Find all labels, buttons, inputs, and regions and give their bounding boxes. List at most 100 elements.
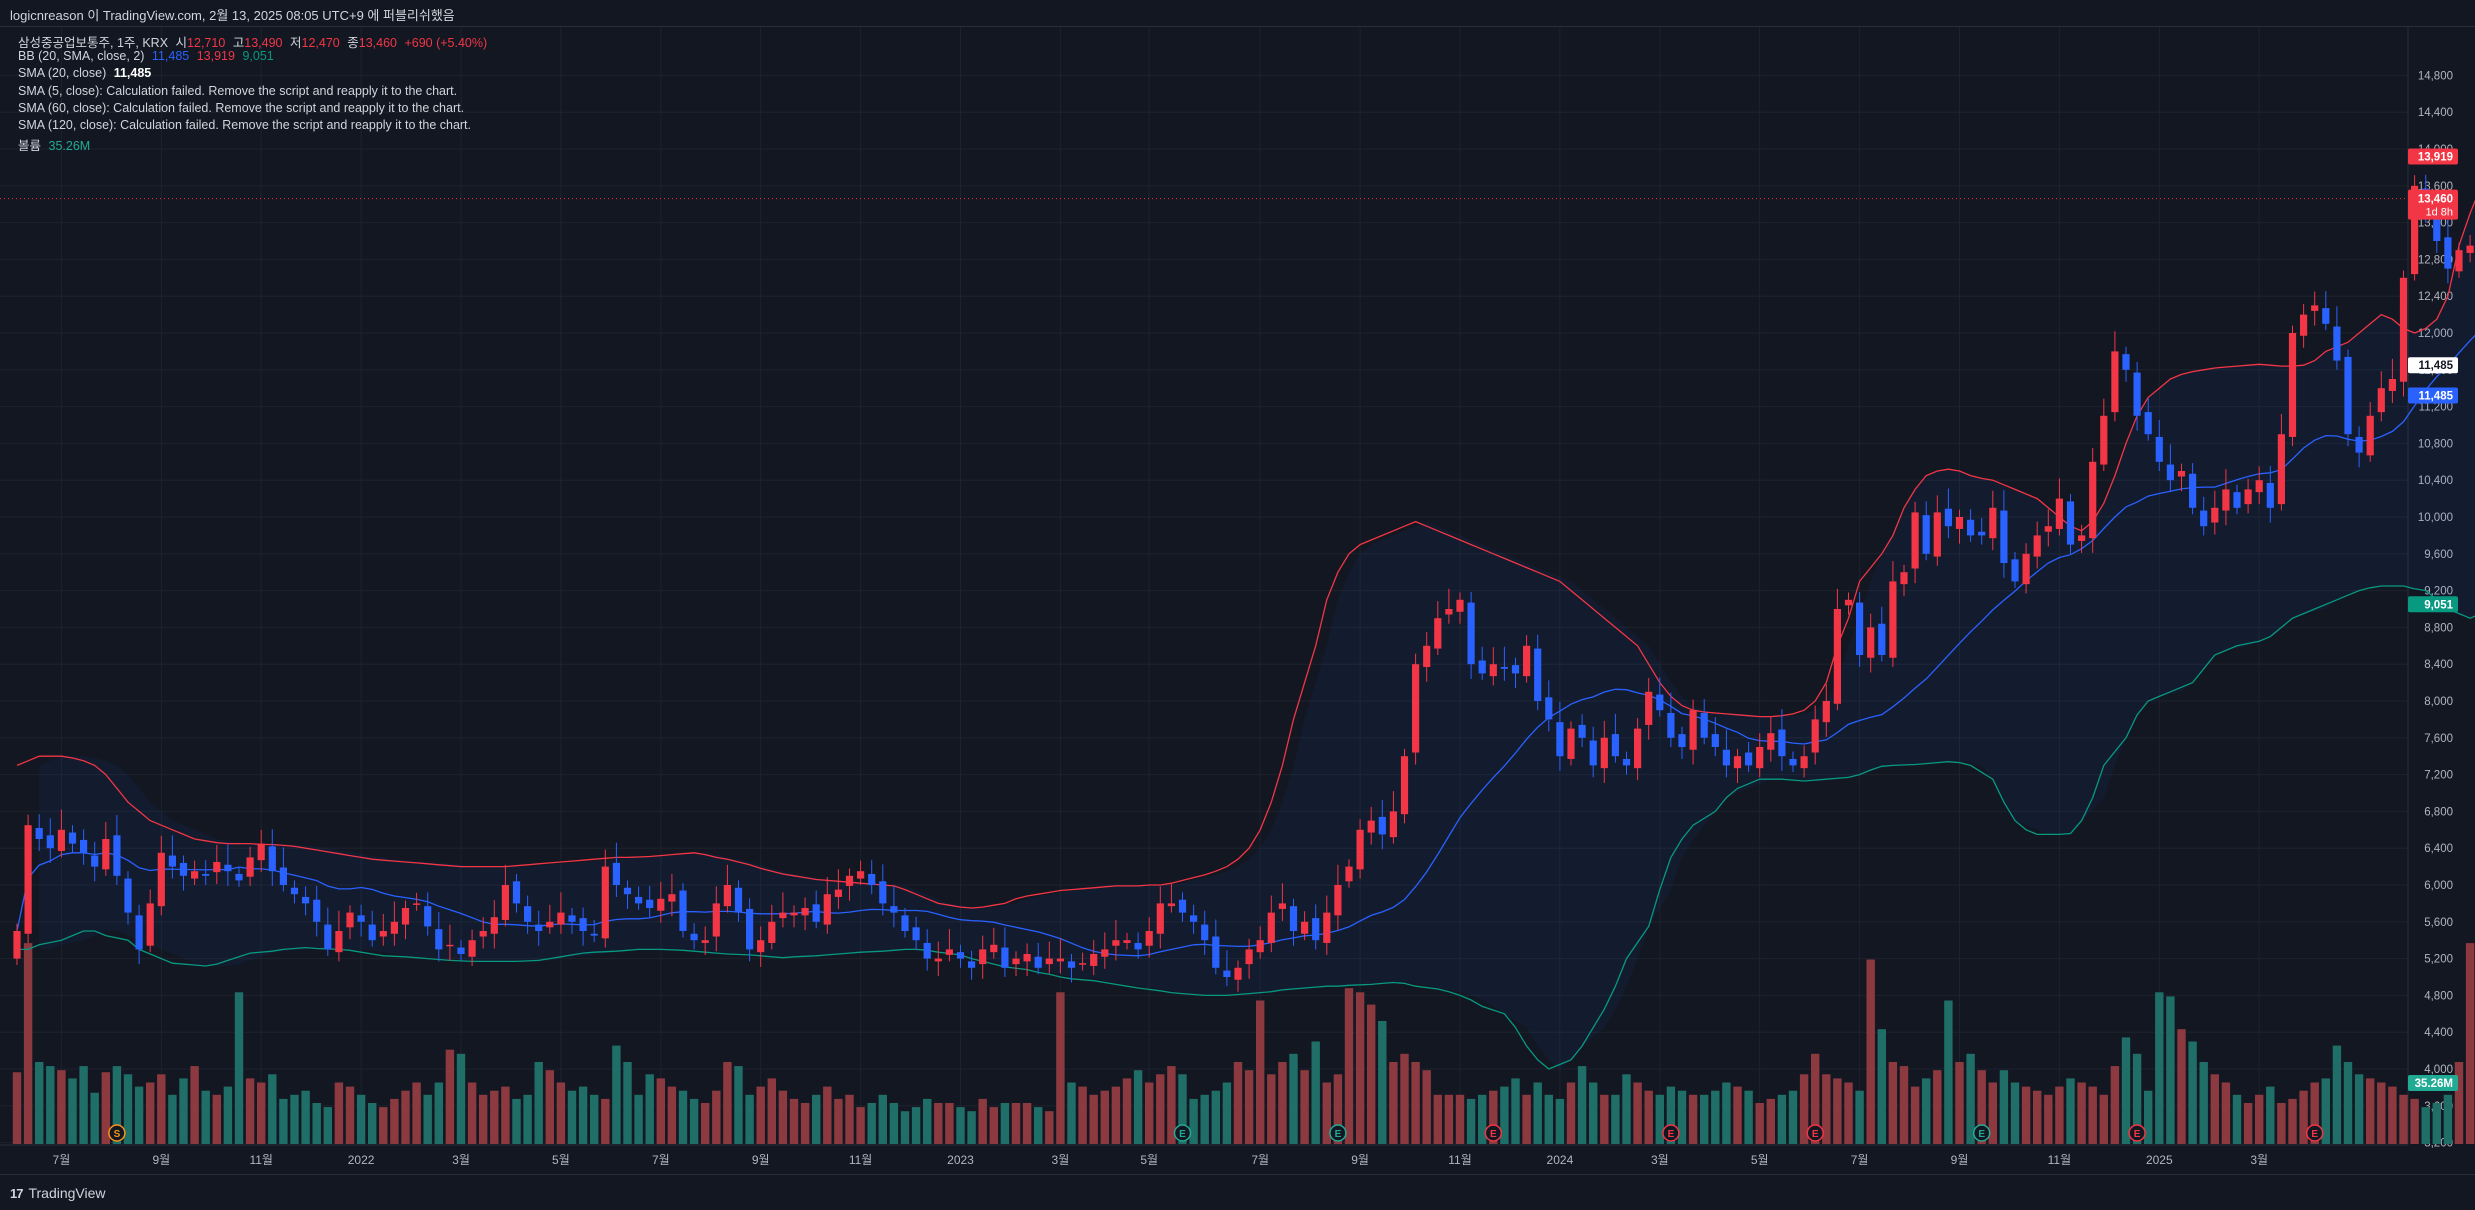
candle-body — [1223, 970, 1231, 977]
y-tick-label: 5,200 — [2424, 954, 2453, 966]
candle-body — [612, 862, 620, 885]
volume-bar — [2243, 1103, 2253, 1144]
candle-body — [479, 931, 487, 937]
volume-bar — [867, 1103, 876, 1144]
candle-body — [2433, 216, 2441, 241]
candle-body — [845, 875, 854, 886]
candle-body — [779, 912, 787, 919]
candle-body — [1301, 921, 1309, 934]
volume-bar — [1489, 1090, 1498, 1144]
volume-bar — [312, 1103, 321, 1144]
legend-sma60-error: SMA (60, close): Calculation failed. Rem… — [18, 101, 465, 115]
legend-sma60[interactable]: SMA (60, close): Calculation failed. Rem… — [18, 101, 468, 115]
volume-bar — [2055, 1086, 2064, 1144]
bb-basis-tag-bg — [2408, 387, 2458, 404]
candle-body — [413, 903, 421, 905]
volume-bar — [1999, 1070, 2009, 1144]
y-tick-label: 9,600 — [2424, 549, 2453, 561]
candle-body — [1767, 733, 1775, 750]
volume-bar — [1344, 988, 1354, 1144]
candle-body — [1789, 758, 1797, 766]
volume-bar — [257, 1082, 266, 1144]
candle-body — [279, 867, 287, 885]
candle-body — [923, 942, 931, 959]
candle-body — [1267, 912, 1275, 943]
candle-body — [2366, 415, 2374, 456]
volume-bar — [1378, 1021, 1387, 1144]
x-tick-label: 2022 — [348, 1153, 375, 1167]
volume-tag-bg — [2408, 1075, 2458, 1091]
candle-body — [757, 940, 765, 953]
volume-bar — [1100, 1090, 1109, 1144]
volume-bar — [68, 1078, 77, 1144]
candle-body — [657, 898, 665, 911]
candle-body — [1500, 666, 1508, 669]
tradingview-brand[interactable]: 17 TradingView — [10, 1185, 106, 1201]
candle-body — [1234, 967, 1242, 980]
candle-body — [1201, 924, 1209, 941]
volume-bar — [12, 1072, 22, 1144]
volume-bar — [379, 1107, 388, 1144]
volume-bar — [2454, 1062, 2464, 1144]
volume-bar — [1744, 1090, 1753, 1144]
y-tick-label: 6,800 — [2424, 806, 2453, 818]
y-tick-label: 10,000 — [2418, 512, 2453, 524]
volume-bar — [2343, 1062, 2353, 1144]
volume-bar — [1644, 1090, 1653, 1144]
candle-body — [623, 887, 632, 895]
candle-body — [979, 949, 987, 965]
candle-body — [2344, 356, 2352, 435]
candle-body — [1445, 609, 1453, 615]
legend-volume[interactable]: 볼륨 35.26M — [18, 135, 94, 154]
volume-bar — [1078, 1086, 1087, 1144]
volume-bar — [356, 1094, 366, 1144]
legend-bb[interactable]: BB (20, SMA, close, 2) 11,485 13,919 9,0… — [18, 49, 278, 63]
legend-sma20[interactable]: SMA (20, close) 11,485 — [18, 66, 155, 80]
volume-bar — [1933, 1070, 1942, 1144]
volume-bar — [1799, 1074, 1809, 1144]
candle-body — [2266, 482, 2274, 508]
legend-sma120[interactable]: SMA (120, close): Calculation failed. Re… — [18, 118, 475, 132]
candlestick-chart[interactable]: 3,2003,6004,0004,4004,8005,2005,6006,000… — [0, 27, 2475, 1174]
x-tick-label: 3월 — [452, 1153, 470, 1167]
volume-bar — [2155, 992, 2164, 1144]
volume-bar — [1367, 1004, 1376, 1144]
event-marker-icon — [1662, 1124, 1680, 1142]
volume-bar — [1910, 1086, 1920, 1144]
volume-bar — [1455, 1094, 1465, 1144]
volume-bar — [1011, 1103, 1021, 1144]
volume-bar — [2210, 1074, 2219, 1144]
candle-body — [2066, 501, 2075, 545]
candle-body — [468, 940, 476, 957]
volume-bar — [2044, 1094, 2053, 1144]
volume-bar — [1544, 1094, 1553, 1144]
candle-body — [302, 896, 310, 904]
candle-body — [1112, 940, 1120, 946]
candle-body — [257, 843, 265, 861]
candle-body — [1378, 816, 1386, 835]
volume-bar — [2388, 1086, 2397, 1144]
legend-open-value: 12,710 — [187, 36, 226, 50]
candle-body — [1645, 691, 1653, 725]
candle-body — [1589, 740, 1597, 766]
candle-body — [2200, 510, 2208, 527]
candle-body — [179, 862, 188, 876]
candle-body — [524, 906, 532, 922]
candle-body — [346, 912, 354, 928]
volume-bar — [889, 1103, 899, 1144]
volume-bar — [756, 1086, 765, 1144]
volume-bar — [467, 1082, 477, 1144]
candle-body — [535, 924, 543, 931]
x-tick-label: 3월 — [1651, 1153, 1669, 1167]
candle-body — [1090, 954, 1098, 966]
candle-body — [857, 871, 865, 879]
x-tick-label: 5월 — [1751, 1153, 1769, 1167]
volume-bar — [1589, 1082, 1598, 1144]
candle-body — [424, 906, 432, 927]
volume-bar — [612, 1045, 621, 1144]
legend-sma5[interactable]: SMA (5, close): Calculation failed. Remo… — [18, 84, 461, 98]
candle-body — [2255, 480, 2263, 493]
candle-body — [679, 890, 687, 931]
candle-body — [2166, 464, 2174, 481]
volume-bar — [134, 1086, 144, 1144]
